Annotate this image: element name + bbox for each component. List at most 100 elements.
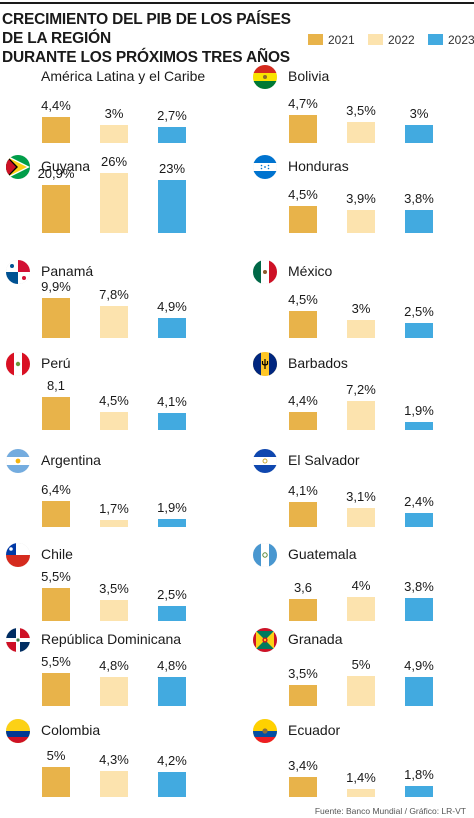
value-label-2021: 5,5% <box>41 654 71 669</box>
value-label-2023: 1,9% <box>404 403 434 418</box>
bar-2021 <box>289 206 317 233</box>
bar-2023 <box>405 786 433 797</box>
bar-2021 <box>42 588 70 621</box>
country-name: El Salvador <box>288 452 360 468</box>
value-label-2023: 4,2% <box>157 753 187 768</box>
bar-2022 <box>347 508 375 527</box>
bar-2021 <box>289 412 317 430</box>
bar-2023 <box>158 180 186 233</box>
bar-2021 <box>289 599 317 621</box>
bar-2022 <box>100 306 128 338</box>
legend-swatch <box>308 34 323 45</box>
bar-2022 <box>100 600 128 621</box>
bar-2022 <box>347 122 375 143</box>
bar-2021 <box>42 501 70 527</box>
source-note: Fuente: Banco Mundial / Gráfico: LR-VT <box>314 806 466 816</box>
value-label-2021: 5,5% <box>41 569 71 584</box>
value-label-2021: 20,9% <box>37 166 75 181</box>
bar-2023 <box>158 519 186 527</box>
bolivia-flag-icon <box>253 65 277 89</box>
bar-2022 <box>347 320 375 338</box>
country-name: Barbados <box>288 355 348 371</box>
value-label-2021: 3,6 <box>293 580 313 595</box>
legend-label: 2021 <box>328 33 355 47</box>
country-name: Ecuador <box>288 722 341 738</box>
peru-flag-icon <box>6 352 30 376</box>
bar-2022 <box>347 597 375 621</box>
value-label-2021: 4,4% <box>288 393 318 408</box>
bar-2021 <box>42 673 70 706</box>
bar-2023 <box>405 598 433 621</box>
value-label-2023: 2,7% <box>157 108 187 123</box>
bar-2021 <box>289 311 317 338</box>
bar-2023 <box>158 606 186 621</box>
value-label-2021: 9,9% <box>41 279 71 294</box>
country-panel: América Latina y el Caribe 4,4% 3% 2,7% <box>6 61 226 151</box>
bar-2023 <box>405 677 433 706</box>
bar-2023 <box>158 677 186 706</box>
legend: 2021 2022 2023 <box>308 33 474 47</box>
bar-2021 <box>42 767 70 797</box>
value-label-2021: 3,4% <box>288 758 318 773</box>
value-label-2022: 5% <box>351 657 371 672</box>
value-label-2022: 3% <box>351 301 371 316</box>
legend-swatch <box>368 34 383 45</box>
value-label-2022: 4,3% <box>99 752 129 767</box>
country-name: América Latina y el Caribe <box>41 68 206 84</box>
legend-label: 2022 <box>388 33 415 47</box>
bar-2021 <box>42 185 70 233</box>
bar-2022 <box>100 771 128 797</box>
bar-2021 <box>42 298 70 338</box>
value-label-2022: 26% <box>100 154 128 169</box>
value-label-2023: 4,1% <box>157 394 187 409</box>
mexico-flag-icon <box>253 260 277 284</box>
country-name: Argentina <box>41 452 101 468</box>
barbados-flag-icon <box>253 352 277 376</box>
bar-2023 <box>405 125 433 143</box>
value-label-2022: 1,7% <box>99 501 129 516</box>
top-rule <box>0 2 474 4</box>
country-name: Guyana <box>41 158 91 174</box>
country-name: Guatemala <box>288 546 357 562</box>
legend-swatch <box>428 34 443 45</box>
bar-2022 <box>100 173 128 233</box>
bar-2021 <box>289 115 317 143</box>
country-panel: Granada 3,5% 5% 4,9% <box>253 624 473 714</box>
value-label-2021: 4,4% <box>41 98 71 113</box>
bar-2022 <box>347 789 375 797</box>
country-panel: Argentina 6,4% 1,7% 1,9% <box>6 445 226 535</box>
bar-2022 <box>100 677 128 706</box>
value-label-2023: 4,9% <box>404 658 434 673</box>
chile-flag-icon <box>6 543 30 567</box>
country-name: Perú <box>41 355 71 371</box>
value-label-2022: 3,5% <box>346 103 376 118</box>
el-salvador-flag-icon <box>253 449 277 473</box>
value-label-2023: 3,8% <box>404 191 434 206</box>
value-label-2021: 8,1 <box>46 378 66 393</box>
country-name: Panamá <box>41 263 94 279</box>
value-label-2022: 3,9% <box>346 191 376 206</box>
bar-2023 <box>405 513 433 527</box>
value-label-2022: 4% <box>351 578 371 593</box>
country-panel: República Dominicana 5,5% 4,8% 4,8% <box>6 624 226 714</box>
value-label-2022: 3,1% <box>346 489 376 504</box>
value-label-2021: 5% <box>46 748 66 763</box>
country-name: República Dominicana <box>41 631 182 647</box>
chart-title-line-1: CRECIMIENTO DEL PIB DE LOS PAÍSES DE LA … <box>2 11 291 47</box>
bar-2023 <box>158 413 186 430</box>
chart-title: CRECIMIENTO DEL PIB DE LOS PAÍSES DE LA … <box>2 10 302 67</box>
bar-2022 <box>100 412 128 430</box>
bar-2023 <box>405 210 433 233</box>
value-label-2021: 6,4% <box>41 482 71 497</box>
chart-title-line-2: DURANTE LOS PRÓXIMOS TRES AÑOS <box>2 49 290 66</box>
value-label-2021: 4,5% <box>288 187 318 202</box>
guyana-flag-icon <box>6 155 30 179</box>
bar-2022 <box>347 401 375 430</box>
bar-2023 <box>405 323 433 338</box>
value-label-2021: 3,5% <box>288 666 318 681</box>
bar-2022 <box>100 125 128 143</box>
bar-2021 <box>289 685 317 706</box>
bar-2022 <box>347 210 375 233</box>
value-label-2023: 1,9% <box>157 500 187 515</box>
country-panel: Guyana 20,9% 26% 23% <box>6 151 226 241</box>
